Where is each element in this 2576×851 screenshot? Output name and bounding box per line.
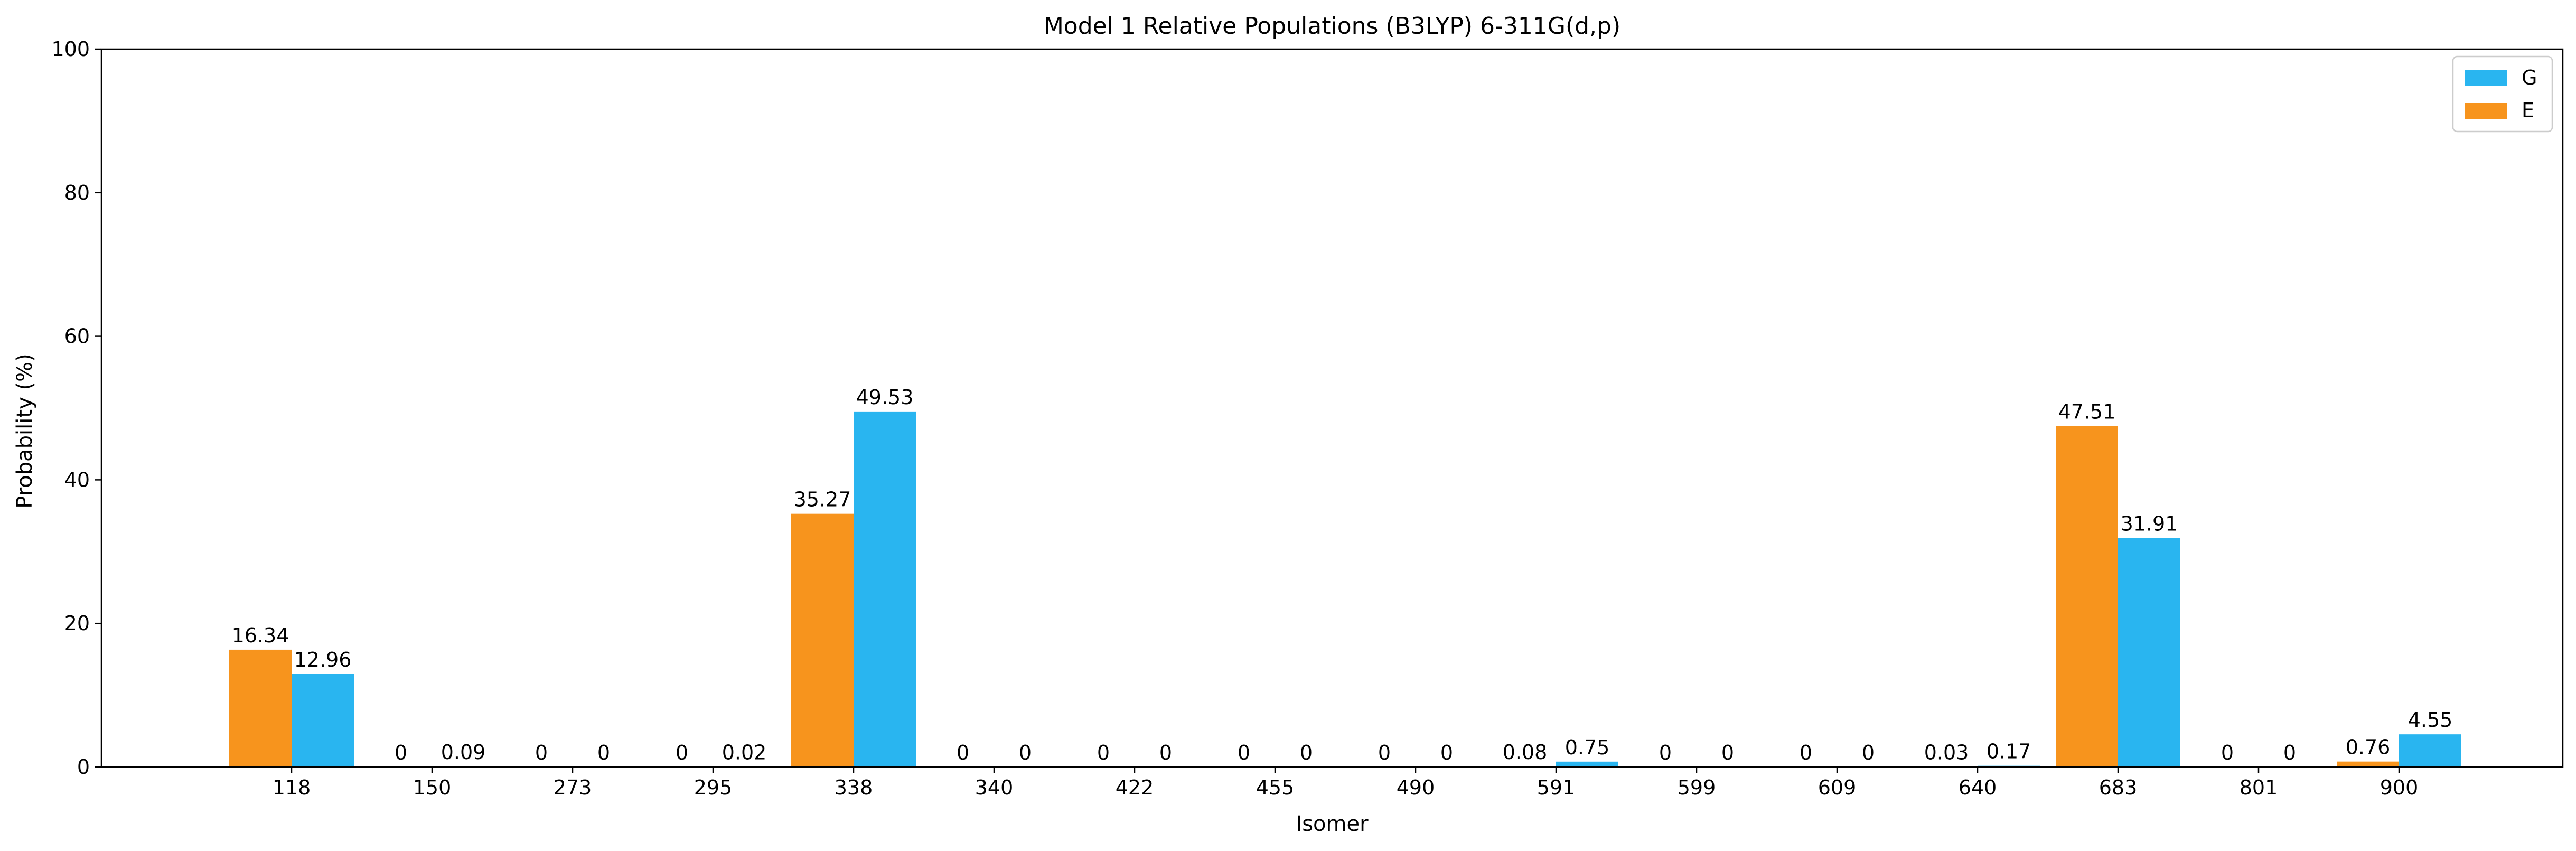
bar-G-683 <box>2118 538 2180 767</box>
bar-label-E-422: 0 <box>1097 741 1110 764</box>
x-tick-label-455: 455 <box>1256 776 1295 799</box>
y-tick-label-80: 80 <box>64 181 90 204</box>
x-tick-label-640: 640 <box>1959 776 1997 799</box>
legend-label-E: E <box>2522 99 2534 122</box>
bar-G-118 <box>292 674 354 767</box>
plot-frame <box>100 48 2564 768</box>
bar-label-E-118: 16.34 <box>232 624 289 647</box>
bar-E-683 <box>2056 426 2118 767</box>
bar-label-E-295: 0 <box>676 741 688 764</box>
bar-label-E-338: 35.27 <box>794 488 851 511</box>
bar-label-G-273: 0 <box>597 741 610 764</box>
bar-label-E-599: 0 <box>1659 741 1672 764</box>
bars-layer <box>229 411 2461 767</box>
legend-swatch-E <box>2465 103 2507 119</box>
y-tick-label-0: 0 <box>77 755 90 779</box>
x-tick-label-340: 340 <box>975 776 1014 799</box>
legend: GE <box>2452 55 2553 133</box>
legend-box <box>2452 55 2553 133</box>
x-tick-label-900: 900 <box>2380 776 2419 799</box>
legend-swatch-G <box>2465 70 2507 86</box>
bar-label-G-422: 0 <box>1159 741 1172 764</box>
y-tick-label-100: 100 <box>51 38 90 61</box>
chart-title: Model 1 Relative Populations (B3LYP) 6-3… <box>1044 13 1620 40</box>
bar-label-E-801: 0 <box>2221 741 2234 764</box>
x-tick-label-801: 801 <box>2240 776 2278 799</box>
bar-label-G-609: 0 <box>1862 741 1875 764</box>
bar-label-E-609: 0 <box>1800 741 1812 764</box>
bar-label-G-591: 0.75 <box>1565 736 1610 759</box>
x-axis-label: Isomer <box>1296 812 1369 836</box>
bar-label-G-490: 0 <box>1440 741 1453 764</box>
bar-label-E-340: 0 <box>957 741 969 764</box>
bar-label-G-801: 0 <box>2283 741 2296 764</box>
y-tick-label-20: 20 <box>64 612 90 635</box>
bar-label-E-591: 0.08 <box>1503 741 1548 764</box>
bar-label-E-150: 0 <box>395 741 407 764</box>
bar-label-E-273: 0 <box>535 741 548 764</box>
bar-G-338 <box>854 411 916 767</box>
bar-label-G-640: 0.17 <box>1987 740 2031 763</box>
bar-label-G-295: 0.02 <box>722 741 767 764</box>
y-tick-label-60: 60 <box>64 325 90 348</box>
bar-label-E-490: 0 <box>1378 741 1391 764</box>
y-axis-label: Probability (%) <box>13 353 37 508</box>
bar-label-G-599: 0 <box>1721 741 1734 764</box>
bar-labels: 16.34 0 0 0 35.27 0 0 0 0 0.08 0 0 0.03 47.51 0 0.76 12.… <box>232 386 2453 764</box>
x-tick-label-150: 150 <box>413 776 452 799</box>
bar-G-900 <box>2399 734 2461 767</box>
x-tick-label-490: 490 <box>1397 776 1435 799</box>
bar-label-G-683: 31.91 <box>2121 512 2178 535</box>
bar-label-E-455: 0 <box>1238 741 1250 764</box>
bar-label-E-683: 47.51 <box>2058 400 2116 423</box>
x-tick-label-338: 338 <box>835 776 873 799</box>
x-tick-label-683: 683 <box>2099 776 2138 799</box>
x-tick-label-118: 118 <box>273 776 311 799</box>
legend-label-G: G <box>2522 66 2537 89</box>
bar-label-E-900: 0.76 <box>2346 736 2391 759</box>
bar-label-G-900: 4.55 <box>2408 708 2453 732</box>
x-tick-label-295: 295 <box>694 776 733 799</box>
bar-label-G-338: 49.53 <box>856 386 914 409</box>
bar-label-E-640: 0.03 <box>1924 741 1969 764</box>
y-tick-label-40: 40 <box>64 468 90 491</box>
bar-E-900 <box>2337 761 2399 767</box>
x-tick-label-609: 609 <box>1818 776 1857 799</box>
bar-label-G-455: 0 <box>1300 741 1313 764</box>
bar-E-338 <box>791 513 854 767</box>
x-tick-label-422: 422 <box>1116 776 1154 799</box>
bar-label-G-340: 0 <box>1019 741 1032 764</box>
bar-label-G-150: 0.09 <box>441 741 486 764</box>
bar-label-G-118: 12.96 <box>294 648 352 671</box>
x-tick-label-591: 591 <box>1537 776 1576 799</box>
bar-G-591 <box>1556 761 1618 767</box>
x-tick-label-599: 599 <box>1678 776 1716 799</box>
x-tick-label-273: 273 <box>554 776 592 799</box>
bar-E-118 <box>229 649 292 767</box>
